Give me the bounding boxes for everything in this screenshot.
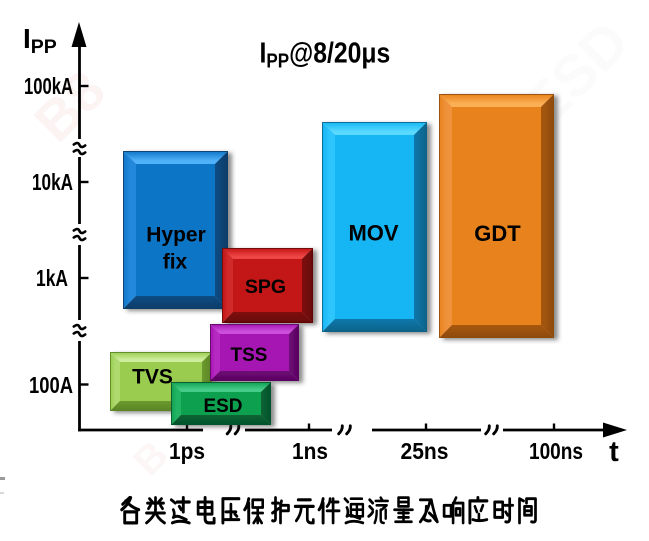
svg-text:100A: 100A	[29, 372, 73, 398]
svg-text:IPP: IPP	[23, 23, 57, 58]
svg-text:25ns: 25ns	[401, 438, 449, 464]
svg-text:MOV: MOV	[348, 221, 398, 246]
svg-text:IPP@8/20μs: IPP@8/20μs	[260, 37, 391, 72]
svg-text:t: t	[609, 436, 619, 468]
svg-text:Hyper: Hyper	[146, 224, 206, 247]
svg-text:100kA: 100kA	[24, 73, 73, 99]
svg-text:100ns: 100ns	[529, 438, 583, 464]
svg-text:1kA: 1kA	[36, 265, 68, 291]
svg-text:10kA: 10kA	[32, 169, 73, 195]
svg-text:1ns: 1ns	[292, 438, 328, 464]
svg-text:GDT: GDT	[474, 221, 521, 246]
svg-text:1ps: 1ps	[169, 438, 205, 464]
svg-text:SPG: SPG	[245, 276, 286, 298]
svg-text:ESD: ESD	[203, 396, 242, 417]
svg-text:TVS: TVS	[132, 366, 173, 389]
svg-text:fix: fix	[163, 251, 188, 274]
svg-text:TSS: TSS	[231, 345, 268, 366]
